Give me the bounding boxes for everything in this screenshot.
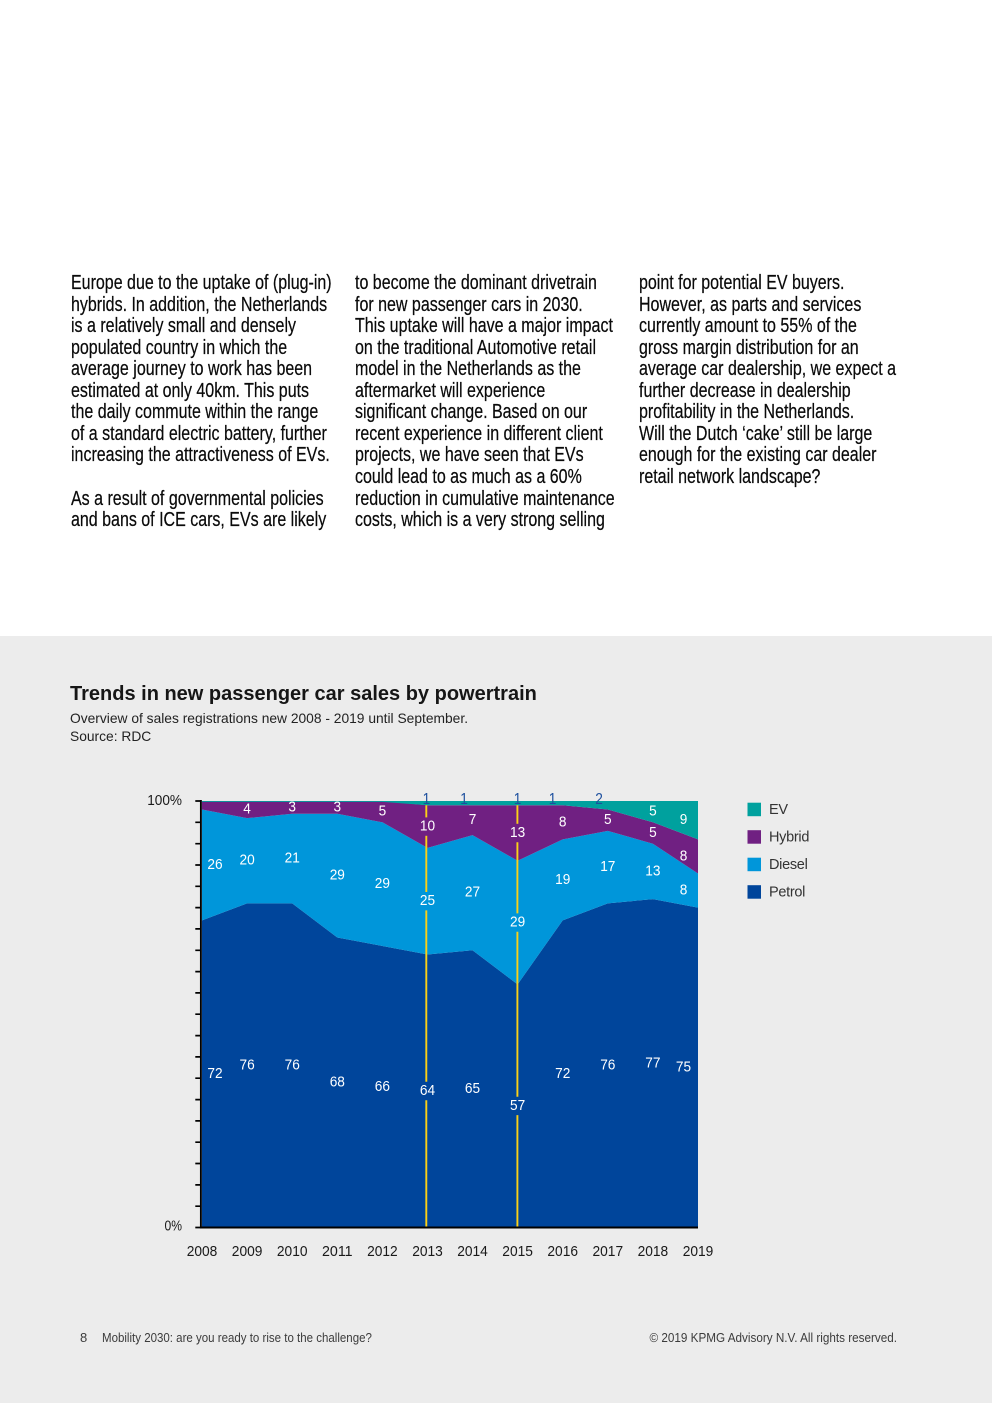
svg-text:66: 66 xyxy=(375,1079,390,1095)
svg-text:7: 7 xyxy=(469,812,477,828)
svg-text:1: 1 xyxy=(460,791,468,808)
svg-text:Petrol: Petrol xyxy=(769,885,805,901)
svg-text:3: 3 xyxy=(334,799,342,815)
svg-text:2015: 2015 xyxy=(502,1243,533,1260)
svg-text:5: 5 xyxy=(379,804,387,820)
svg-text:27: 27 xyxy=(465,885,480,901)
svg-text:2010: 2010 xyxy=(277,1243,308,1260)
svg-text:1: 1 xyxy=(549,791,557,808)
svg-text:19: 19 xyxy=(555,872,570,888)
svg-text:Hybrid: Hybrid xyxy=(769,830,809,846)
svg-text:20: 20 xyxy=(240,853,255,869)
svg-text:2011: 2011 xyxy=(322,1243,353,1260)
svg-text:17: 17 xyxy=(600,859,615,875)
svg-text:0%: 0% xyxy=(165,1219,183,1235)
svg-text:2009: 2009 xyxy=(232,1243,263,1260)
svg-text:76: 76 xyxy=(600,1057,615,1073)
svg-text:76: 76 xyxy=(240,1057,255,1073)
svg-text:2018: 2018 xyxy=(638,1243,669,1260)
svg-text:25: 25 xyxy=(420,893,435,909)
svg-text:77: 77 xyxy=(645,1055,660,1071)
svg-text:75: 75 xyxy=(676,1060,691,1076)
svg-text:EV: EV xyxy=(769,802,788,818)
svg-text:8: 8 xyxy=(680,883,688,899)
svg-text:29: 29 xyxy=(375,876,390,892)
svg-text:21: 21 xyxy=(285,851,300,867)
svg-text:13: 13 xyxy=(645,863,660,879)
svg-text:2019: 2019 xyxy=(683,1243,714,1260)
svg-text:2: 2 xyxy=(595,791,603,808)
svg-text:29: 29 xyxy=(510,915,525,931)
svg-text:1: 1 xyxy=(423,791,431,808)
svg-text:26: 26 xyxy=(207,857,222,873)
svg-text:72: 72 xyxy=(555,1066,570,1082)
svg-text:5: 5 xyxy=(604,812,612,828)
svg-text:5: 5 xyxy=(649,825,657,841)
svg-text:5: 5 xyxy=(649,804,657,820)
svg-text:29: 29 xyxy=(330,868,345,884)
svg-text:1: 1 xyxy=(514,791,522,808)
svg-text:68: 68 xyxy=(330,1075,345,1091)
svg-text:13: 13 xyxy=(510,825,525,841)
svg-text:2013: 2013 xyxy=(412,1243,443,1260)
svg-text:2012: 2012 xyxy=(367,1243,398,1260)
svg-text:Diesel: Diesel xyxy=(769,857,808,873)
svg-text:10: 10 xyxy=(420,819,435,835)
svg-text:2016: 2016 xyxy=(547,1243,578,1260)
svg-text:9: 9 xyxy=(680,812,688,828)
svg-text:3: 3 xyxy=(288,799,296,815)
svg-text:8: 8 xyxy=(680,848,688,864)
svg-text:2008: 2008 xyxy=(187,1243,218,1260)
svg-text:100%: 100% xyxy=(147,793,182,809)
svg-text:72: 72 xyxy=(207,1066,222,1082)
svg-text:64: 64 xyxy=(420,1083,435,1099)
svg-text:2014: 2014 xyxy=(457,1243,488,1260)
svg-text:65: 65 xyxy=(465,1081,480,1097)
svg-text:2017: 2017 xyxy=(593,1243,624,1260)
svg-text:76: 76 xyxy=(285,1057,300,1073)
svg-text:57: 57 xyxy=(510,1098,525,1114)
svg-text:4: 4 xyxy=(243,802,251,818)
svg-text:8: 8 xyxy=(559,814,567,830)
